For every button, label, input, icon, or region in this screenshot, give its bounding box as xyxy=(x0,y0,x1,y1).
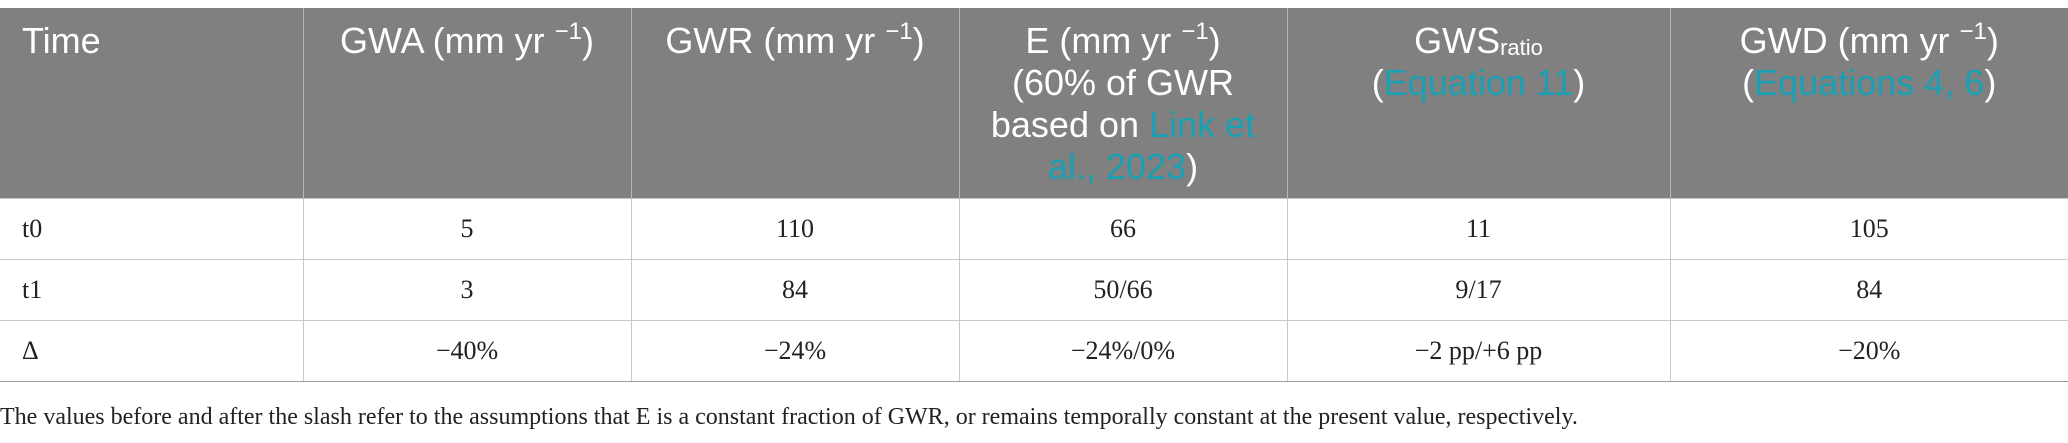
cell-gws: 9/17 xyxy=(1286,259,1671,321)
header-row: Time GWA (mm yr −1) GWR (mm yr −1) E (mm… xyxy=(0,8,2068,199)
cell-time: t1 xyxy=(0,259,304,321)
cell-time: Δ xyxy=(0,320,304,382)
cell-gwr: 84 xyxy=(630,259,960,321)
cell-gws: −2 pp/+6 pp xyxy=(1286,320,1671,382)
header-e: E (mm yr −1) (60% of GWR based on Link et … xyxy=(958,8,1288,199)
link-equation-11[interactable]: Equation 11 xyxy=(1383,62,1574,103)
header-gwa: GWA (mm yr −1) xyxy=(302,8,632,199)
table-row: t1 3 84 50/66 9/17 84 xyxy=(0,259,2068,321)
link-equations-4-6[interactable]: Equations 4, 6 xyxy=(1754,62,1985,103)
table-footnote: The values before and after the slash re… xyxy=(0,404,1578,430)
cell-e: 50/66 xyxy=(958,259,1288,321)
groundwater-table: Time GWA (mm yr −1) GWR (mm yr −1) E (mm… xyxy=(0,8,2068,382)
cell-gws: 11 xyxy=(1286,198,1671,260)
cell-time: t0 xyxy=(0,198,304,260)
table-row: t0 5 110 66 11 105 xyxy=(0,198,2068,260)
cell-gwd: 105 xyxy=(1669,198,2068,260)
cell-e: 66 xyxy=(958,198,1288,260)
header-time: Time xyxy=(0,8,304,199)
data-table-container: Time GWA (mm yr −1) GWR (mm yr −1) E (mm… xyxy=(0,8,2068,382)
cell-gwd: 84 xyxy=(1669,259,2068,321)
cell-gwa: 3 xyxy=(302,259,632,321)
header-gwr: GWR (mm yr −1) xyxy=(630,8,960,199)
cell-gwd: −20% xyxy=(1669,320,2068,382)
cell-gwa: 5 xyxy=(302,198,632,260)
link-reference[interactable]: Link et al., 2023 xyxy=(1047,104,1256,187)
cell-e: −24%/0% xyxy=(958,320,1288,382)
header-gwd: GWD (mm yr −1) (Equations 4, 6) xyxy=(1669,8,2068,199)
header-gws-ratio: GWSratio (Equation 11) xyxy=(1286,8,1671,199)
table-row: Δ −40% −24% −24%/0% −2 pp/+6 pp −20% xyxy=(0,320,2068,382)
cell-gwr: −24% xyxy=(630,320,960,382)
cell-gwr: 110 xyxy=(630,198,960,260)
cell-gwa: −40% xyxy=(302,320,632,382)
